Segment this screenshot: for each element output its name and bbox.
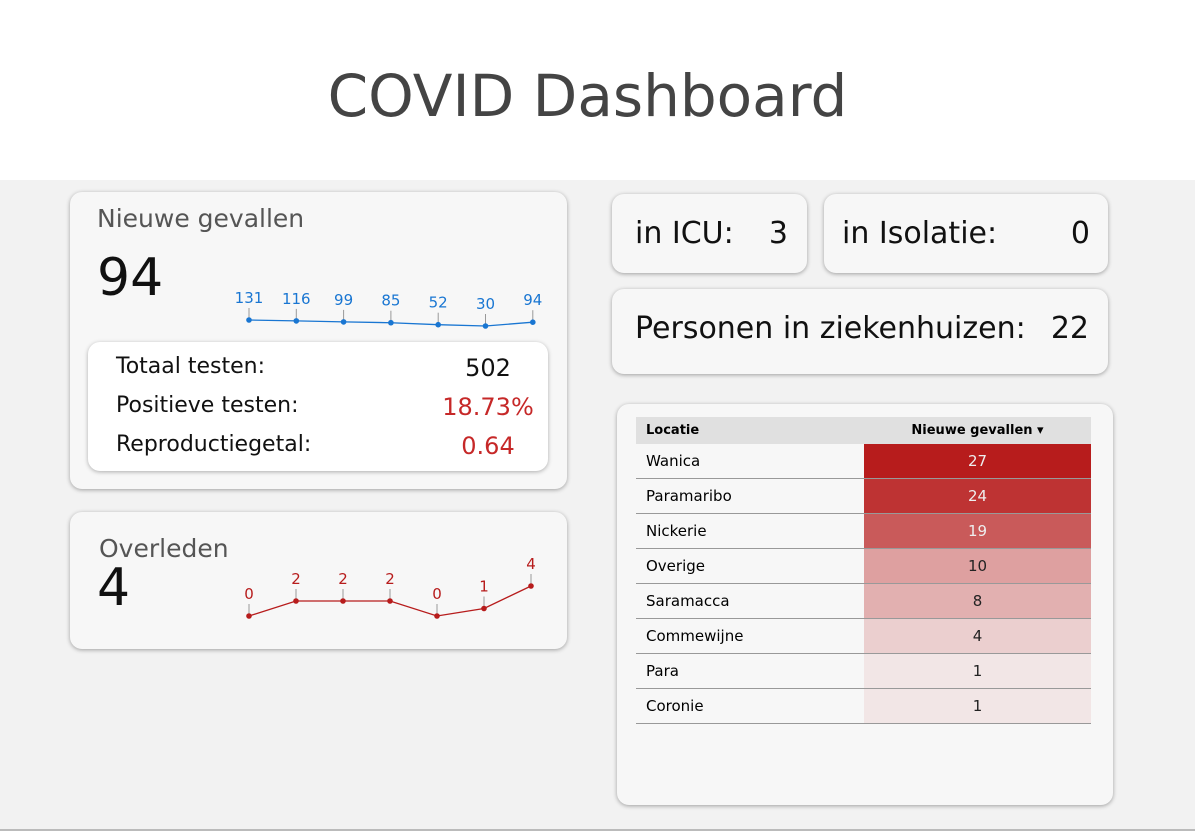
- value-cell: 1: [864, 653, 1091, 689]
- value-cell: 27: [864, 444, 1091, 479]
- kpi-label: Personen in ziekenhuizen:: [635, 311, 1026, 346]
- table-row: Coronie 1: [636, 688, 1091, 724]
- table-row: Saramacca 8: [636, 583, 1091, 619]
- table-row: Nickerie 19: [636, 513, 1091, 549]
- big-number: 4: [97, 558, 131, 618]
- tests-box: Totaal testen: 502 Positieve testen: 18.73%…: [88, 342, 548, 471]
- location-cell: Paramaribo: [636, 478, 864, 514]
- test-value: 0.64: [461, 432, 515, 460]
- card-title: Nieuwe gevallen: [97, 204, 305, 233]
- cases-table: Locatie Nieuwe gevallen ▾ Wanica 27 Parama…: [636, 417, 1091, 724]
- location-cell: Para: [636, 653, 864, 689]
- location-cell: Nickerie: [636, 513, 864, 549]
- test-label: Reproductiegetal:: [116, 432, 312, 457]
- table-row: Paramaribo 24: [636, 478, 1091, 514]
- kpi-value: 0: [1070, 216, 1090, 251]
- column-header[interactable]: Locatie: [636, 417, 864, 444]
- table-row: Para 1: [636, 653, 1091, 689]
- test-value: 18.73%: [442, 393, 534, 421]
- test-value: 502: [465, 354, 511, 382]
- column-header-text: Nieuwe gevallen: [911, 423, 1033, 438]
- test-label: Totaal testen:: [116, 354, 265, 379]
- location-cell: Commewijne: [636, 618, 864, 654]
- table-card: Locatie Nieuwe gevallen ▾ Wanica 27 Parama…: [617, 404, 1113, 805]
- column-header[interactable]: Nieuwe gevallen ▾: [864, 417, 1091, 444]
- value-cell: 8: [864, 583, 1091, 619]
- location-cell: Saramacca: [636, 583, 864, 619]
- big-number: 94: [97, 248, 164, 308]
- icu-card: in ICU: 3: [612, 194, 807, 273]
- value-cell: 24: [864, 478, 1091, 514]
- value-cell: 10: [864, 548, 1091, 584]
- location-cell: Coronie: [636, 688, 864, 724]
- location-cell: Overige: [636, 548, 864, 584]
- value-cell: 1: [864, 688, 1091, 724]
- page-title: COVID Dashboard: [327, 62, 848, 130]
- deaths-card: Overleden 4: [70, 512, 567, 649]
- hospital-card: Personen in ziekenhuizen: 22: [612, 289, 1108, 374]
- test-label: Positieve testen:: [116, 393, 299, 418]
- value-cell: 19: [864, 513, 1091, 549]
- new-cases-card: Nieuwe gevallen 94 Totaal testen: 502 Posi…: [70, 192, 567, 489]
- kpi-value: 3: [768, 216, 788, 251]
- table-body: Wanica 27 Paramaribo 24 Nickerie 19 Overige 10 S…: [636, 444, 1091, 724]
- table-row: Wanica 27: [636, 444, 1091, 479]
- card-title: Overleden: [99, 534, 229, 563]
- kpi-value: 22: [1050, 311, 1089, 346]
- location-cell: Wanica: [636, 444, 864, 479]
- kpi-label: in Isolatie:: [842, 216, 998, 251]
- table-row: Overige 10: [636, 548, 1091, 584]
- value-cell: 4: [864, 618, 1091, 654]
- kpi-label: in ICU:: [635, 216, 734, 251]
- table-row: Commewijne 4: [636, 618, 1091, 654]
- isolation-card: in Isolatie: 0: [824, 194, 1108, 273]
